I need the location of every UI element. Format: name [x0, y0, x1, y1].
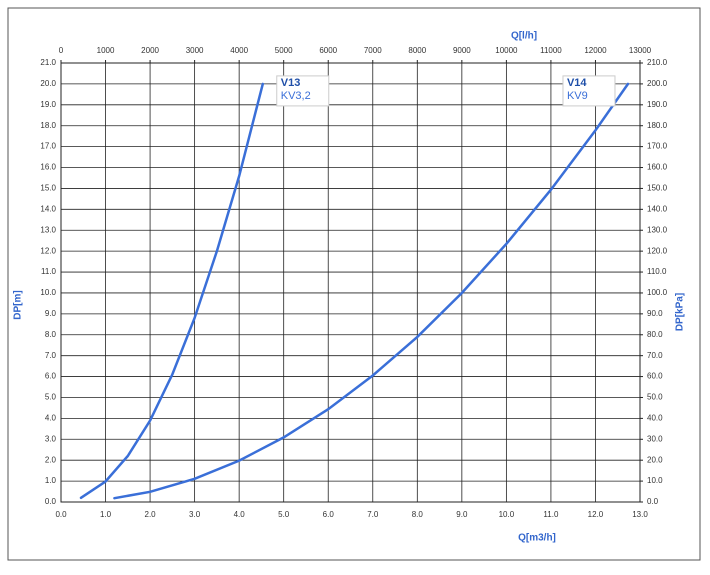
- x-axis-title: Q[m3/h]: [518, 533, 556, 544]
- y2-tick-label: 100.0: [647, 288, 668, 297]
- y-tick-label: 11.0: [41, 267, 57, 276]
- x-tick-label: 3.0: [189, 510, 201, 519]
- y-tick-label: 2.0: [45, 455, 57, 464]
- y-tick-label: 0.0: [45, 497, 57, 506]
- x-tick-label: 7.0: [367, 510, 379, 519]
- x2-tick-label: 5000: [275, 46, 293, 55]
- y2-tick-label: 60.0: [647, 372, 663, 381]
- curve: [113, 82, 630, 500]
- x2-tick-label: 0: [59, 46, 64, 55]
- y2-tick-label: 180.0: [647, 121, 668, 130]
- x2-tick-label: 9000: [453, 46, 471, 55]
- y2-tick-label: 140.0: [647, 204, 668, 213]
- x-tick-label: 8.0: [412, 510, 424, 519]
- series-name: V13: [281, 77, 301, 89]
- y2-tick-label: 120.0: [647, 246, 668, 255]
- y2-tick-label: 190.0: [647, 100, 668, 109]
- x2-tick-label: 6000: [319, 46, 337, 55]
- x-tick-label: 1.0: [100, 510, 112, 519]
- y-tick-label: 21.0: [40, 58, 56, 67]
- y-tick-label: 17.0: [40, 142, 56, 151]
- x-tick-label: 5.0: [278, 510, 290, 519]
- x-tick-label: 9.0: [456, 510, 468, 519]
- y-tick-label: 1.0: [45, 476, 57, 485]
- y-tick-label: 16.0: [40, 163, 56, 172]
- curve: [79, 82, 265, 500]
- x2-tick-label: 3000: [186, 46, 204, 55]
- y2-tick-label: 20.0: [647, 455, 663, 464]
- plot-area: [60, 62, 641, 503]
- y-tick-label: 9.0: [45, 309, 57, 318]
- x-tick-label: 13.0: [632, 510, 648, 519]
- x2-tick-label: 10000: [495, 46, 518, 55]
- y2-tick-label: 80.0: [647, 330, 663, 339]
- y-tick-label: 13.0: [40, 225, 56, 234]
- y2-tick-label: 200.0: [647, 79, 668, 88]
- y2-tick-label: 10.0: [647, 476, 663, 485]
- y-tick-label: 4.0: [45, 413, 57, 422]
- y2-tick-label: 160.0: [647, 163, 668, 172]
- y-tick-label: 3.0: [45, 434, 57, 443]
- y-tick-label: 5.0: [45, 393, 57, 402]
- y2-tick-label: 50.0: [647, 393, 663, 402]
- x-tick-label: 4.0: [234, 510, 246, 519]
- y2-tick-label: 150.0: [647, 184, 668, 193]
- y2-tick-label: 40.0: [647, 413, 663, 422]
- y-tick-label: 6.0: [45, 372, 57, 381]
- y-tick-label: 18.0: [40, 121, 56, 130]
- y2-tick-label: 210.0: [647, 58, 668, 67]
- series-kv: KV3,2: [281, 90, 311, 102]
- y2-tick-label: 30.0: [647, 434, 663, 443]
- x2-tick-label: 4000: [230, 46, 248, 55]
- x-tick-label: 12.0: [588, 510, 604, 519]
- x2-tick-label: 13000: [629, 46, 652, 55]
- y2-tick-label: 90.0: [647, 309, 663, 318]
- x2-tick-label: 2000: [141, 46, 159, 55]
- series-name: V14: [567, 77, 587, 89]
- series-kv: KV9: [567, 90, 588, 102]
- y2-tick-label: 70.0: [647, 351, 663, 360]
- y2-tick-label: 110.0: [647, 267, 667, 276]
- x2-tick-label: 7000: [364, 46, 382, 55]
- y-tick-label: 20.0: [40, 79, 56, 88]
- y2-tick-label: 0.0: [647, 497, 659, 506]
- x-tick-label: 10.0: [499, 510, 515, 519]
- y-tick-label: 12.0: [40, 246, 56, 255]
- x2-tick-label: 11000: [540, 46, 562, 55]
- y-axis-title: DP[m]: [13, 290, 24, 319]
- x-tick-label: 11.0: [543, 510, 559, 519]
- y2-axis-title: DP[kPa]: [675, 293, 686, 331]
- x-tick-label: 6.0: [323, 510, 335, 519]
- y-tick-label: 7.0: [45, 351, 57, 360]
- x-tick-label: 2.0: [145, 510, 157, 519]
- label-box: [562, 75, 616, 107]
- y-tick-label: 19.0: [40, 100, 56, 109]
- label-box: [276, 75, 330, 107]
- y2-tick-label: 170.0: [647, 142, 668, 151]
- x2-axis-title: Q[l/h]: [511, 31, 537, 42]
- y2-tick-label: 130.0: [647, 225, 668, 234]
- y-tick-label: 14.0: [40, 204, 56, 213]
- x2-tick-label: 12000: [584, 46, 607, 55]
- x2-tick-label: 8000: [408, 46, 426, 55]
- y-tick-label: 8.0: [45, 330, 57, 339]
- y-tick-label: 10.0: [40, 288, 56, 297]
- x-tick-label: 0.0: [55, 510, 67, 519]
- x2-tick-label: 1000: [97, 46, 115, 55]
- y-tick-label: 15.0: [40, 184, 56, 193]
